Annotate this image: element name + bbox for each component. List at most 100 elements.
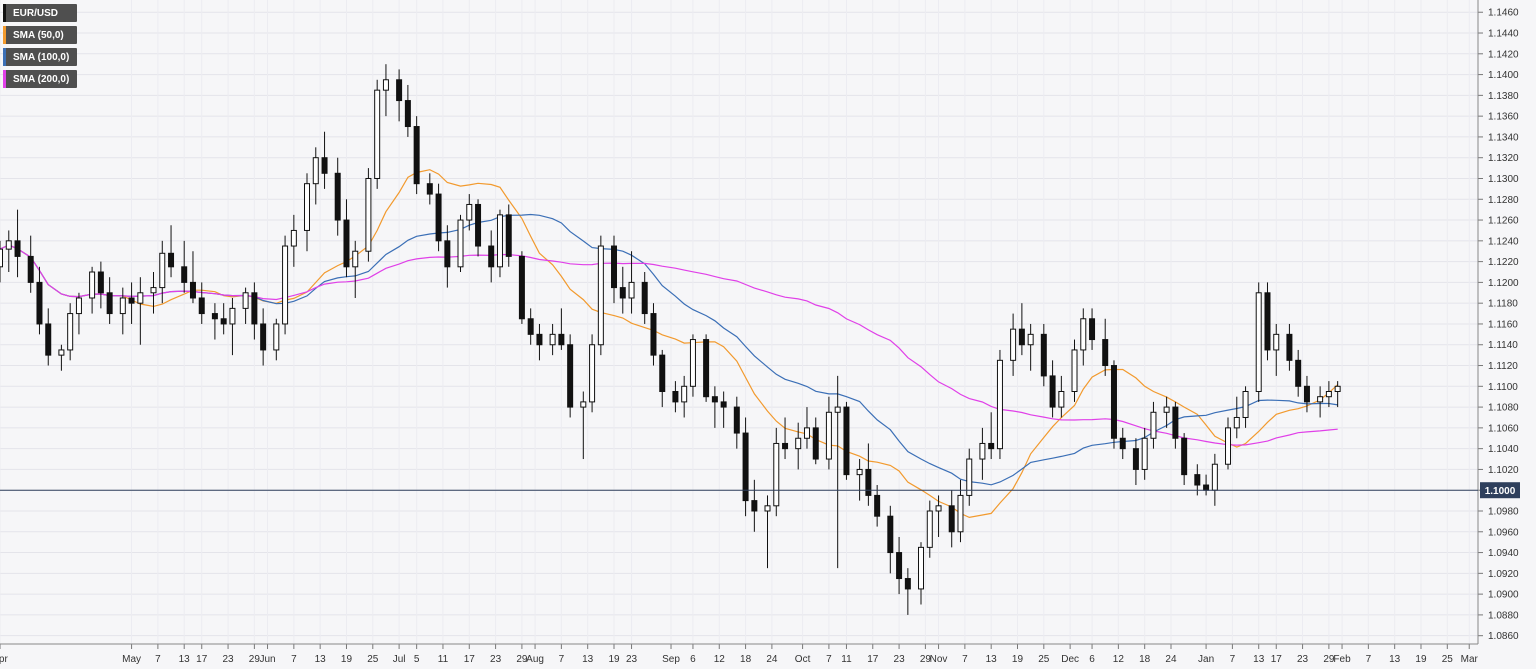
x-tick-label: 12 — [1113, 654, 1125, 665]
candle — [505, 204, 512, 267]
candle-body — [1242, 391, 1249, 418]
x-tick-label: 7 — [155, 654, 161, 665]
candle-body — [1225, 427, 1232, 465]
candle-body — [918, 546, 925, 590]
x-tick-label: Oct — [795, 654, 811, 665]
candle-body — [580, 401, 587, 408]
candle — [97, 261, 104, 309]
candle — [198, 282, 205, 324]
candle — [365, 168, 372, 262]
candle — [751, 479, 758, 532]
x-tick-label: Mar — [1461, 654, 1479, 665]
x-tick-label: 12 — [714, 654, 726, 665]
legend-item-sma-50[interactable]: SMA (50,0) — [3, 26, 78, 44]
x-tick-label: 7 — [559, 654, 565, 665]
candle-body — [1264, 292, 1271, 351]
candle-body — [979, 442, 986, 460]
candle-body — [619, 287, 626, 299]
legend-item-sma-200[interactable]: SMA (200,0) — [3, 70, 78, 88]
candle-body — [711, 396, 718, 403]
y-tick-label: 1.1120 — [1488, 361, 1518, 372]
legend-swatch — [3, 48, 6, 66]
candle-body — [1163, 406, 1170, 413]
x-tick-label: 25 — [367, 654, 379, 665]
y-tick-label: 1.1300 — [1488, 174, 1519, 185]
candle-body — [496, 214, 503, 268]
candle-body — [966, 458, 973, 496]
candle — [220, 303, 227, 335]
candle-body — [1273, 333, 1280, 351]
candle-body — [1119, 437, 1126, 450]
candle — [159, 240, 166, 304]
candle-body — [611, 245, 618, 289]
candle-body — [1194, 474, 1201, 486]
candle — [641, 272, 648, 324]
candle — [1273, 323, 1280, 376]
y-tick-label: 1.1320 — [1488, 153, 1519, 164]
candle — [1018, 303, 1025, 356]
candle-body — [1040, 333, 1047, 377]
x-tick-label: 29 — [516, 654, 528, 665]
candle-body — [426, 183, 433, 195]
candle-body — [1325, 391, 1332, 398]
candle-body — [382, 79, 389, 91]
candle-body — [1172, 406, 1179, 439]
candle — [856, 459, 863, 501]
candle-body — [45, 323, 52, 356]
candle-body — [137, 292, 144, 304]
y-tick-label: 1.1040 — [1488, 444, 1519, 455]
candle — [865, 443, 872, 506]
current-price-marker: 1.1000 — [1480, 482, 1520, 499]
candle — [703, 334, 710, 402]
candle-body — [948, 505, 955, 533]
candle — [536, 323, 543, 361]
candle — [211, 303, 218, 340]
candle-body — [1286, 333, 1293, 361]
candle — [374, 79, 381, 189]
candle — [803, 407, 810, 449]
candle-body — [457, 219, 464, 268]
y-tick-label: 1.1280 — [1488, 195, 1519, 206]
candle — [1242, 386, 1249, 428]
x-tick-label: 11 — [841, 654, 852, 665]
candle — [782, 417, 789, 460]
candle — [1317, 386, 1324, 418]
candle-body — [1089, 318, 1096, 341]
x-tick-label: 13 — [179, 654, 191, 665]
candle — [711, 386, 718, 428]
legend-item-eurusd[interactable]: EUR/USD — [3, 4, 78, 22]
y-tick-label: 1.1380 — [1488, 91, 1519, 102]
candle-body — [97, 271, 104, 294]
candle-body — [996, 359, 1003, 450]
candle-body — [536, 333, 543, 346]
y-tick-label: 1.0920 — [1488, 569, 1519, 580]
x-tick-label: 19 — [1415, 654, 1427, 665]
candle — [518, 251, 525, 324]
x-tick-label: Sep — [662, 654, 680, 665]
candle-body — [689, 339, 696, 387]
candle-body — [1058, 391, 1065, 408]
candle-body — [251, 292, 258, 325]
candle — [812, 417, 819, 465]
x-tick-label: 18 — [1139, 654, 1151, 665]
y-tick-label: 1.1140 — [1488, 340, 1518, 351]
candle-body — [0, 248, 3, 268]
x-tick-label: 7 — [1230, 654, 1236, 665]
legend-item-sma-100[interactable]: SMA (100,0) — [3, 48, 78, 66]
candle — [396, 69, 403, 122]
candle — [321, 131, 328, 189]
x-tick-label: 29 — [249, 654, 261, 665]
chart-legend: EUR/USD SMA (50,0) SMA (100,0) SMA (200,… — [3, 4, 78, 92]
candle-body — [1211, 463, 1218, 491]
candle — [1010, 313, 1017, 376]
y-tick-label: 1.1220 — [1488, 257, 1519, 268]
candle-body — [887, 515, 894, 554]
x-tick-label: 23 — [894, 654, 906, 665]
candle-body — [856, 468, 863, 476]
candle-body — [198, 297, 205, 315]
candle-body — [733, 406, 740, 434]
legend-swatch — [3, 26, 6, 44]
x-tick-label: 23 — [222, 654, 234, 665]
candle — [996, 349, 1003, 460]
